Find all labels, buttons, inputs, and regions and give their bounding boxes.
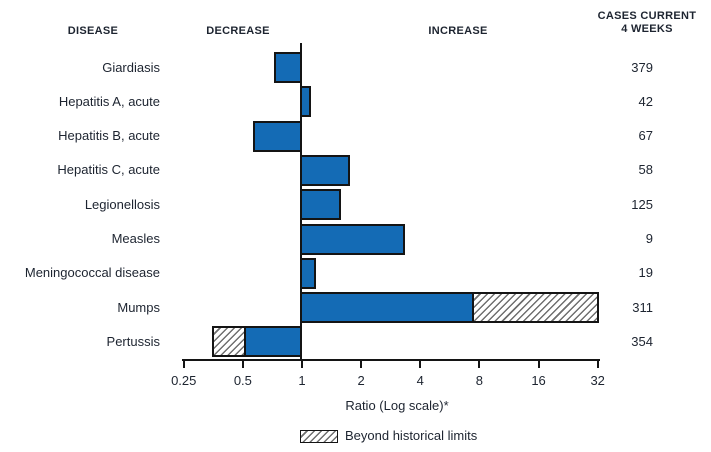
column-header-increase: INCREASE	[428, 25, 488, 37]
cases-value: 379	[631, 59, 653, 75]
axis-tick-label: 0.5	[233, 373, 252, 388]
ratio-bar	[300, 292, 474, 324]
disease-label: Hepatitis A, acute	[58, 93, 160, 109]
column-header-disease: DISEASE	[67, 25, 119, 37]
disease-label: Hepatitis C, acute	[57, 162, 160, 178]
axis-tick-label: 8	[475, 373, 484, 388]
cases-value: 58	[638, 162, 653, 178]
column-header-decrease: DECREASE	[206, 25, 270, 37]
disease-label: Hepatitis B, acute	[58, 128, 160, 144]
beyond-historical-limits-swatch	[300, 430, 338, 443]
cases-value: 125	[631, 196, 653, 212]
cases-value: 9	[645, 231, 653, 246]
ratio-bar	[252, 120, 302, 152]
ratio-bar	[244, 326, 302, 358]
axis-tick	[241, 359, 244, 368]
beyond-historical-limits-bar	[212, 326, 247, 358]
disease-label: Legionellosis	[84, 196, 160, 212]
disease-label: Measles	[111, 231, 160, 246]
axis-tick-label: 4	[416, 373, 424, 388]
ratio-bar	[300, 86, 311, 118]
ratio-bar	[300, 154, 351, 186]
beyond-historical-limits-bar	[471, 292, 599, 324]
ratio-bar	[300, 189, 342, 221]
cases-value: 311	[632, 299, 653, 315]
cases-value: 19	[638, 265, 653, 281]
axis-tick	[537, 359, 540, 368]
ratio-bar	[300, 257, 317, 289]
disease-label: Pertussis	[106, 333, 160, 349]
axis-tick	[596, 359, 599, 368]
disease-label: Meningococcal disease	[24, 265, 160, 281]
axis-tick	[419, 359, 422, 368]
axis-tick-label: 0.25	[171, 373, 197, 388]
axis-tick-label: 16	[531, 373, 546, 388]
cases-value: 67	[638, 128, 653, 144]
disease-label: Giardiasis	[102, 59, 160, 75]
axis-tick	[478, 359, 481, 368]
column-header-cases-current: CASES CURRENT 4 WEEKS	[587, 10, 707, 36]
axis-tick	[360, 359, 363, 368]
axis-tick	[182, 359, 185, 368]
ratio-bar	[273, 52, 302, 83]
disease-label: Mumps	[117, 299, 160, 315]
axis-tick	[301, 359, 303, 368]
cases-header-line2: 4 WEEKS	[621, 23, 673, 35]
x-axis-title: Ratio (Log scale)*	[345, 398, 449, 413]
cases-value: 354	[631, 333, 653, 349]
x-axis-line	[182, 359, 600, 361]
axis-tick-label: 32	[590, 373, 605, 388]
cases-value: 42	[638, 93, 653, 109]
beyond-historical-limits-label: Beyond historical limits	[345, 428, 478, 443]
cases-header-line1: CASES CURRENT	[597, 10, 697, 22]
ratio-bar	[300, 223, 406, 255]
axis-tick-label: 1	[298, 373, 306, 388]
axis-tick-label: 2	[357, 373, 365, 388]
